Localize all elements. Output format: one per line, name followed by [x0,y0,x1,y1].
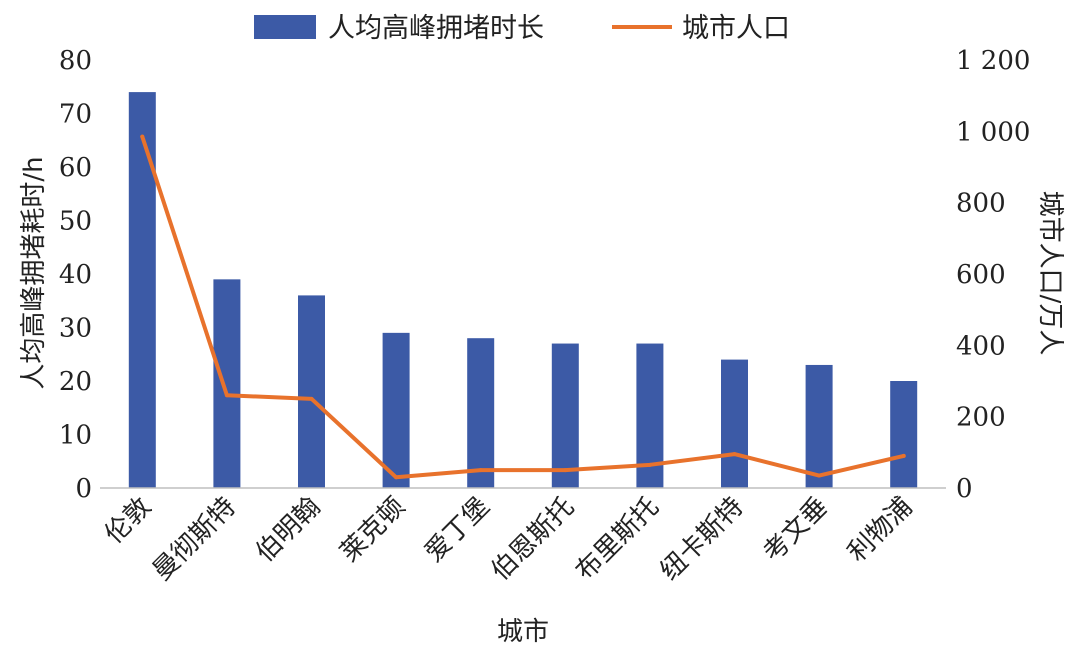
line-point [732,452,737,457]
bar [382,332,410,488]
y-tick-label: 20 [59,367,92,397]
legend-label-line: 城市人口 [682,13,790,44]
y-tick-label: 30 [59,314,92,344]
y2-tick-label: 600 [956,260,1006,290]
y2-tick-label: 400 [956,331,1006,361]
x-tick-label: 布里斯托 [570,492,665,587]
line-point [817,473,822,478]
bar [298,295,325,488]
x-tick-label: 莱克顿 [335,492,411,568]
y-tick-label: 40 [59,260,92,290]
population-line [140,134,906,480]
y-tick-label: 60 [59,153,92,183]
y-tick-label: 50 [59,207,92,237]
y-axis-title: 人均高峰拥堵耗时/h [19,156,49,389]
line-point [478,468,483,473]
y2-tick-label: 200 [956,403,1006,433]
bar [467,338,495,488]
line-point [647,462,652,467]
x-tick-label: 利物浦 [842,492,918,568]
y-tick-label: 10 [59,421,92,451]
line-point [901,453,906,458]
bar [890,381,918,488]
bar [128,92,156,488]
line-point [394,475,399,480]
line-point [224,393,229,398]
y2-tick-label: 0 [956,474,973,504]
bar [551,343,579,488]
y2-tick-label: 800 [956,189,1006,219]
y-tick-label: 70 [59,100,92,130]
bar [805,364,833,488]
line-point [140,134,145,139]
x-axis-title: 城市 [497,617,549,647]
x-tick-label: 爱丁堡 [419,492,495,568]
y2-tick-label: 1 000 [956,117,1030,147]
bar [721,359,748,488]
line-point [309,396,314,401]
line-point [563,468,568,473]
x-tick-label: 纽卡斯特 [655,492,750,587]
y2-tick-label: 1 200 [956,46,1030,76]
x-tick-label: 曼彻斯特 [147,492,242,587]
y2-axis-title: 城市人口/万人 [1035,191,1065,356]
x-tick-label: 考文垂 [758,492,834,568]
legend-label-bar: 人均高峰拥堵时长 [328,13,544,44]
y-tick-label: 80 [59,46,92,76]
legend: 人均高峰拥堵时长 城市人口 [254,13,790,44]
bar [213,279,241,488]
x-tick-label: 伯明翰 [250,492,326,568]
x-tick-label: 伯恩斯托 [485,492,580,587]
x-tick-label: 伦敦 [99,492,157,550]
y-tick-label: 0 [75,474,92,504]
legend-swatch-bar [254,15,316,39]
